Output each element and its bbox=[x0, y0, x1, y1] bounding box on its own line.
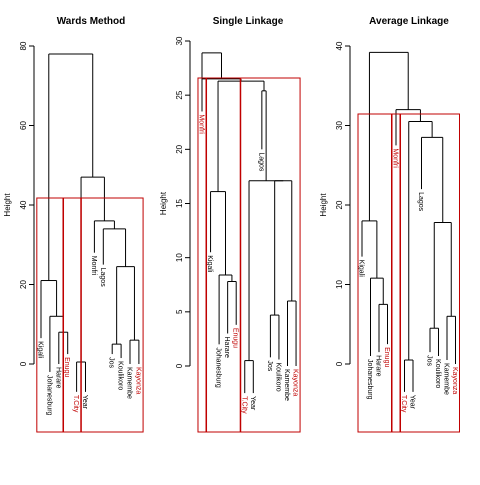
leaf-label: Kayonza bbox=[451, 367, 458, 394]
leaf-label: Monfri bbox=[90, 256, 97, 276]
leaf-label: Jos bbox=[266, 360, 273, 371]
y-tick-label: 30 bbox=[335, 121, 344, 130]
y-tick-label: 30 bbox=[175, 36, 184, 45]
leaf-label: Johanesburg bbox=[215, 347, 222, 388]
leaf-label: Koulikoro bbox=[117, 361, 124, 390]
leaf-label: Monfri bbox=[198, 114, 205, 134]
leaf-label: Enugu bbox=[232, 328, 239, 348]
leaf-label: Koulikoro bbox=[434, 359, 441, 388]
leaf-label: Kigali bbox=[37, 341, 44, 359]
leaf-label: Harare bbox=[375, 355, 382, 377]
y-tick-label: 0 bbox=[175, 363, 184, 368]
leaf-label: Kamembe bbox=[126, 367, 133, 399]
y-tick-label: 0 bbox=[335, 361, 344, 366]
leaf-label: Lagos bbox=[99, 268, 106, 288]
cluster-box bbox=[197, 77, 207, 433]
leaf-label: Kamembe bbox=[443, 363, 450, 395]
y-tick-label: 40 bbox=[335, 41, 344, 50]
y-tick-label: 15 bbox=[175, 199, 184, 208]
leaf-label: Kayonza bbox=[134, 367, 141, 394]
y-tick-label: 5 bbox=[175, 309, 184, 314]
y-tick-label: 10 bbox=[335, 280, 344, 289]
leaf-label: Jos bbox=[108, 357, 115, 368]
leaf-label: Lagos bbox=[417, 192, 424, 212]
leaf-label: Enugu bbox=[63, 357, 70, 377]
y-tick-label: 0 bbox=[19, 361, 28, 366]
leaf-label: Year bbox=[409, 395, 416, 410]
cluster-box bbox=[36, 197, 64, 433]
cluster-box bbox=[400, 113, 460, 433]
y-tick-label: 20 bbox=[19, 280, 28, 289]
chart-title: Wards Method bbox=[57, 16, 126, 27]
cluster-box bbox=[80, 197, 144, 433]
leaf-label: Johanesburg bbox=[366, 359, 373, 400]
leaf-label: Monfri bbox=[392, 148, 399, 168]
y-tick-label: 10 bbox=[175, 253, 184, 262]
y-axis-title: Height bbox=[319, 193, 328, 217]
y-tick-label: 80 bbox=[19, 41, 28, 50]
leaf-label: T.City bbox=[240, 396, 247, 414]
leaf-label: Koulikoro bbox=[274, 363, 281, 392]
cluster-box bbox=[240, 77, 301, 433]
leaf-label: Kamembe bbox=[283, 369, 290, 401]
cluster-box bbox=[391, 113, 401, 433]
leaf-label: T.City bbox=[400, 395, 407, 413]
y-axis-title: Height bbox=[159, 191, 168, 215]
leaf-label: Kigali bbox=[206, 255, 213, 273]
leaf-label: Year bbox=[249, 396, 256, 411]
cluster-box bbox=[206, 77, 241, 433]
leaf-label: Kayonza bbox=[292, 369, 299, 396]
leaf-label: Harare bbox=[223, 337, 230, 359]
y-tick-label: 60 bbox=[19, 121, 28, 130]
y-axis-title: Height bbox=[3, 193, 12, 217]
y-tick-label: 25 bbox=[175, 90, 184, 99]
cluster-box bbox=[357, 113, 392, 433]
chart-title: Single Linkage bbox=[213, 16, 284, 27]
y-tick-label: 40 bbox=[19, 200, 28, 209]
leaf-label: Kigali bbox=[358, 260, 365, 278]
leaf-label: Johanesburg bbox=[45, 375, 52, 416]
leaf-label: Year bbox=[81, 395, 88, 410]
y-tick-label: 20 bbox=[335, 200, 344, 209]
leaf-label: Lagos bbox=[257, 152, 264, 172]
y-tick-label: 20 bbox=[175, 144, 184, 153]
leaf-label: T.City bbox=[72, 395, 79, 413]
leaf-label: Harare bbox=[54, 367, 61, 389]
leaf-label: Jos bbox=[426, 355, 433, 366]
cluster-box bbox=[63, 197, 82, 433]
leaf-label: Enugu bbox=[383, 347, 390, 367]
chart-title: Average Linkage bbox=[369, 16, 449, 27]
